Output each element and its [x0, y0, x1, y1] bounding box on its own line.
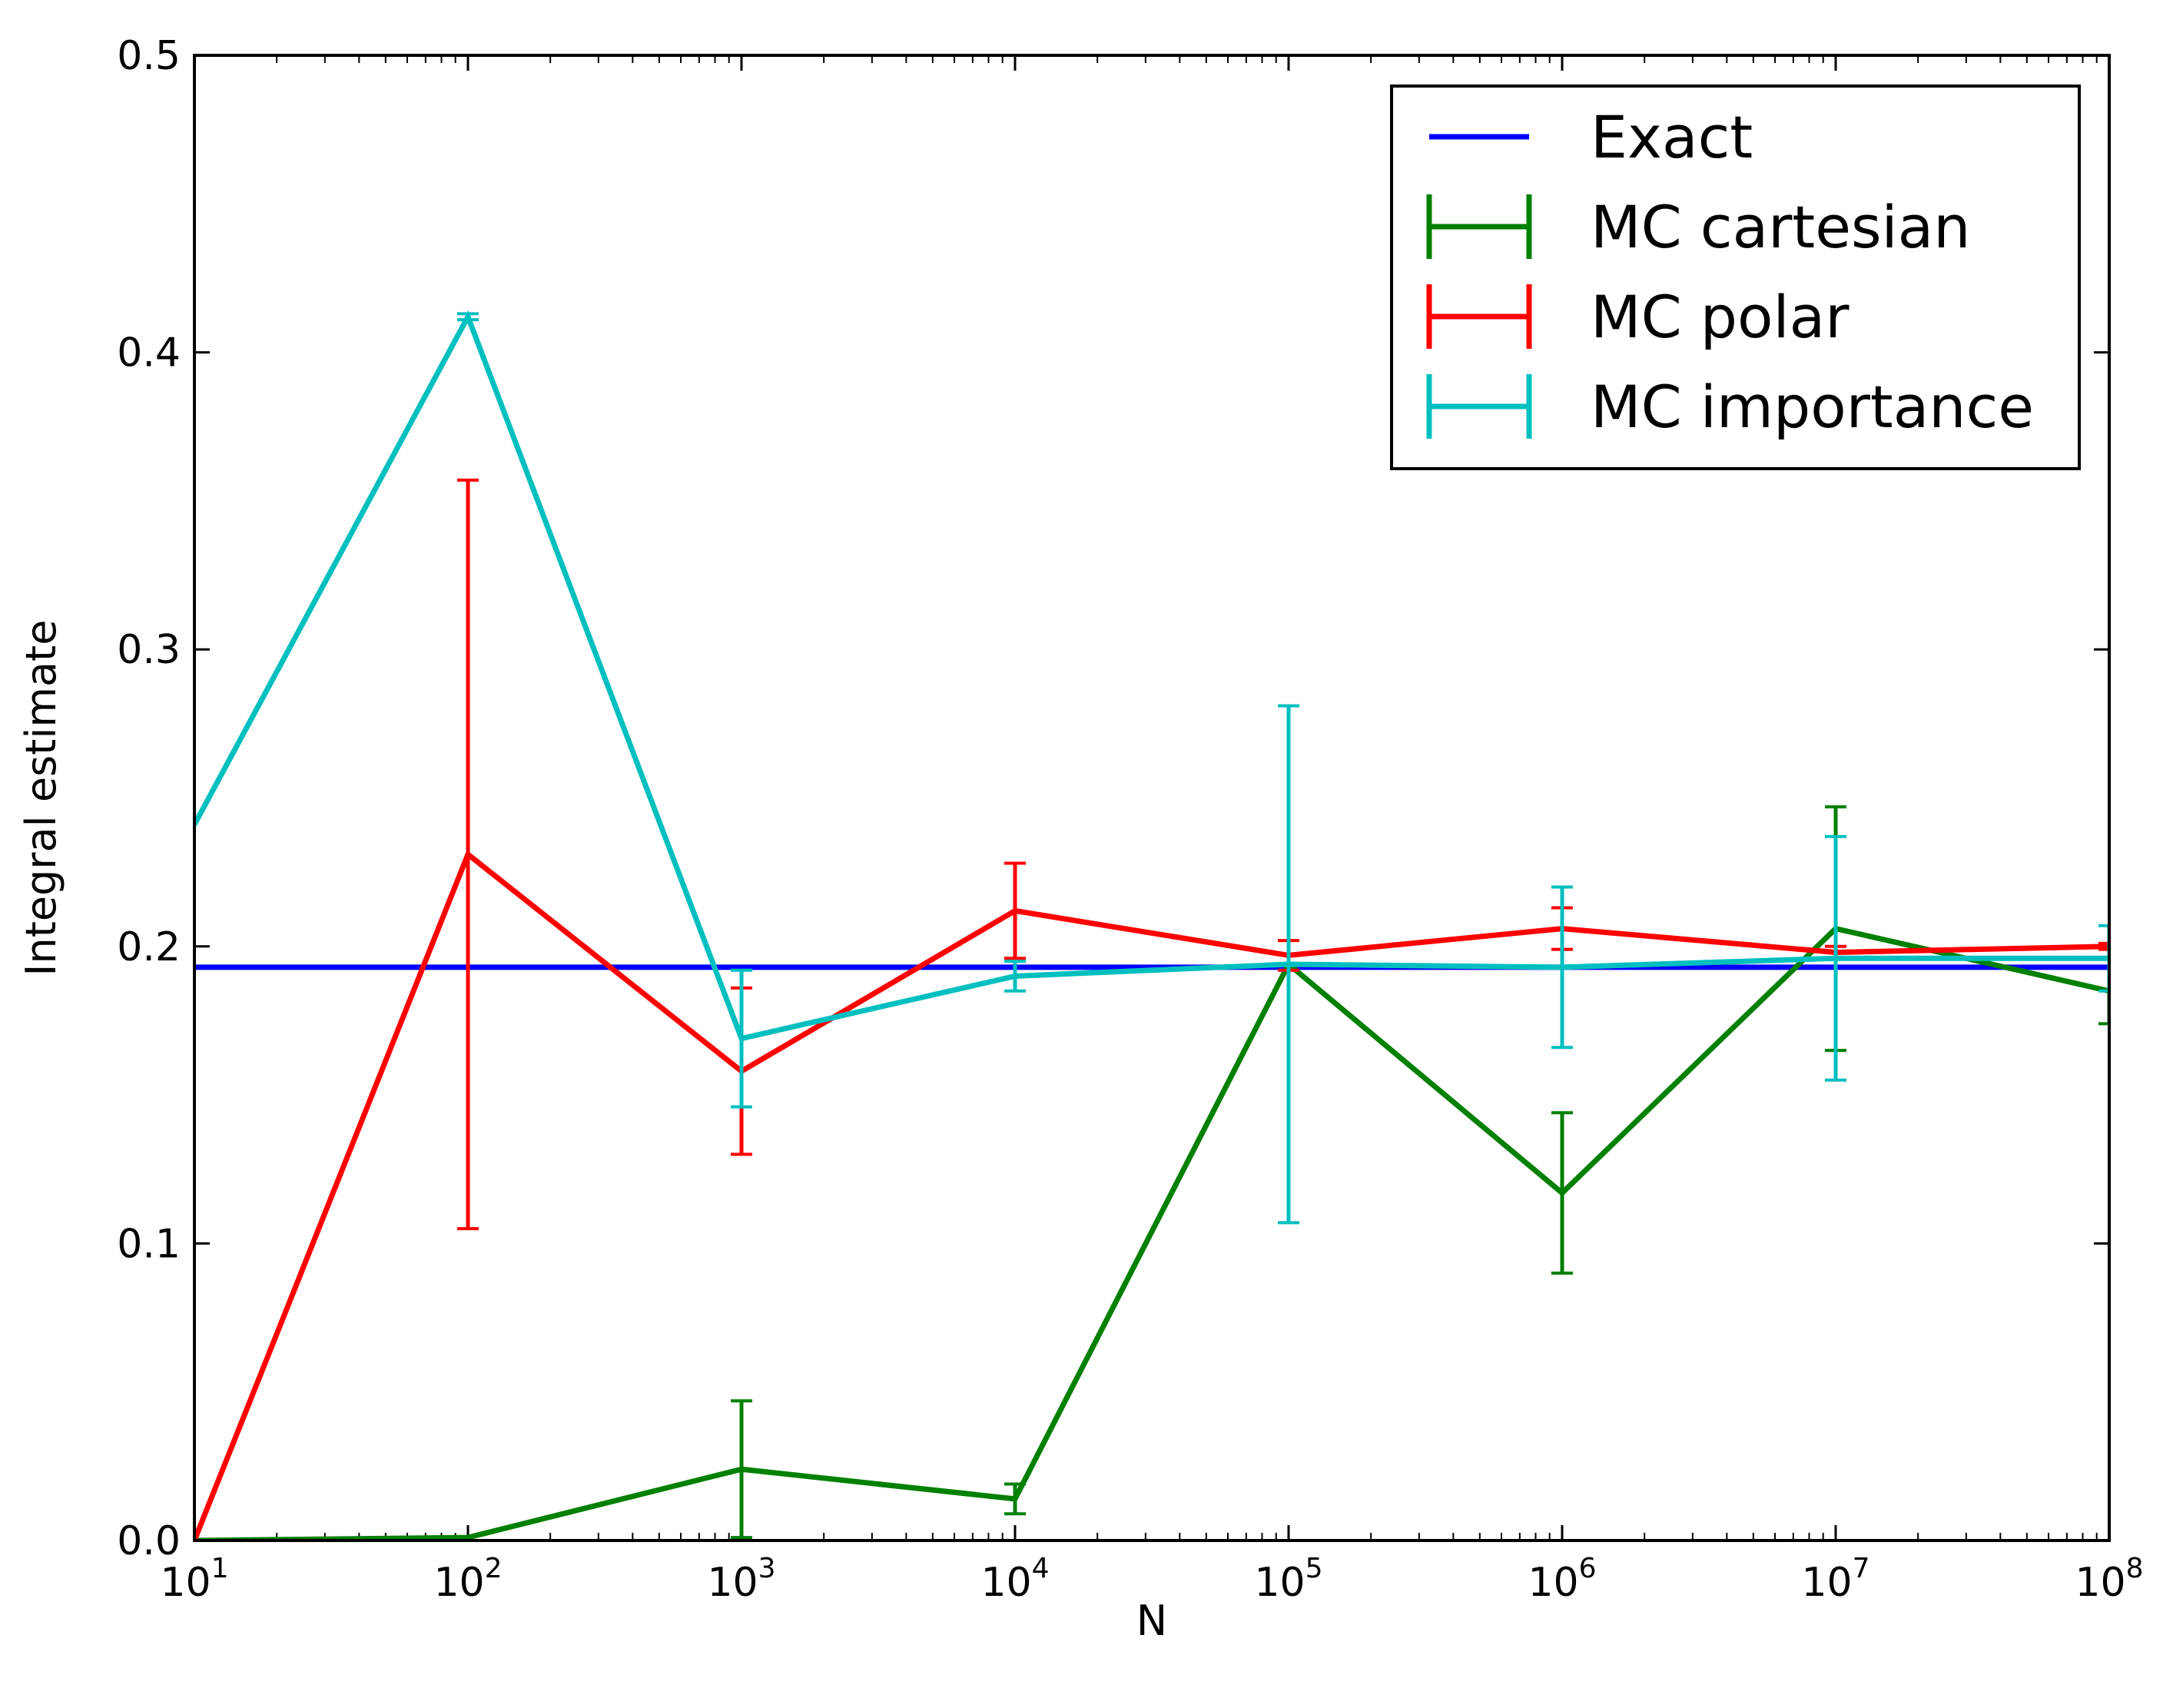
series-mc-importance [194, 310, 2109, 1225]
series-line-mc-polar [194, 850, 2109, 1541]
legend-label: MC importance [1591, 373, 2034, 441]
legend-label: MC cartesian [1591, 193, 1970, 261]
legend: Exact MC cartesian MC polar MC importance [1390, 85, 2081, 470]
plot-frame [193, 54, 2111, 1542]
legend-item-mc-importance: MC importance [1426, 373, 2034, 441]
legend-label: MC polar [1591, 283, 1850, 351]
x-tick-label: 106 [1528, 1553, 1596, 1606]
x-tick-label: 101 [160, 1553, 228, 1606]
x-axis-label: N [1136, 1597, 1167, 1645]
x-tick-label: 103 [707, 1553, 775, 1606]
x-tick-label: 104 [980, 1553, 1049, 1606]
y-axis-label: Integral estimate [17, 620, 65, 977]
series-line-mc-cartesian [194, 925, 2109, 1541]
ticks-layer: 0.0 0.1 0.2 0.3 0.4 0.5 101 102 103 104 105 106 107 1… [117, 33, 2143, 1606]
legend-item-exact: Exact [1429, 103, 1753, 171]
y-tick-label: 0.2 [117, 924, 181, 970]
series-line-mc-importance [194, 310, 2109, 1042]
x-tick-label: 108 [2075, 1553, 2143, 1606]
legend-item-mc-cartesian: MC cartesian [1426, 193, 1970, 261]
y-tick-label: 0.3 [117, 627, 181, 673]
x-tick-label: 107 [1801, 1553, 1869, 1606]
x-tick-label: 105 [1254, 1553, 1322, 1606]
y-tick-label: 0.4 [117, 330, 181, 376]
x-tick-label: 102 [433, 1553, 502, 1606]
y-tick-label: 0.5 [117, 33, 181, 79]
series-layer [194, 310, 2109, 1541]
y-tick-label: 0.1 [117, 1221, 181, 1267]
legend-label: Exact [1591, 103, 1753, 171]
legend-item-mc-polar: MC polar [1426, 283, 1850, 351]
y-tick-label: 0.0 [117, 1518, 181, 1564]
